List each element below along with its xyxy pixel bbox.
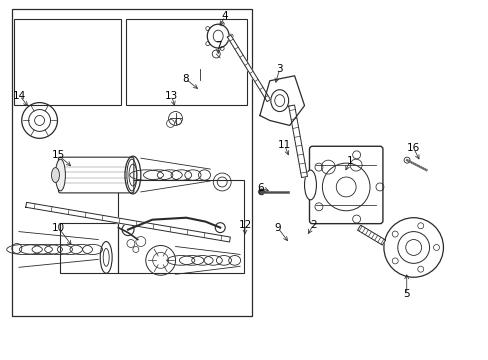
Text: 9: 9 bbox=[274, 222, 281, 233]
Text: 4: 4 bbox=[222, 11, 228, 21]
Text: 10: 10 bbox=[52, 222, 65, 233]
Polygon shape bbox=[357, 225, 385, 245]
Bar bbox=[12, 9, 251, 316]
Text: 5: 5 bbox=[403, 289, 409, 299]
Text: 7: 7 bbox=[214, 41, 221, 51]
Bar bbox=[118, 180, 244, 273]
Ellipse shape bbox=[51, 168, 60, 183]
FancyBboxPatch shape bbox=[59, 157, 134, 193]
Bar bbox=[125, 19, 246, 105]
Text: 6: 6 bbox=[257, 183, 264, 193]
Polygon shape bbox=[227, 35, 270, 102]
Text: 2: 2 bbox=[309, 220, 316, 230]
Text: 13: 13 bbox=[164, 91, 178, 101]
Text: 8: 8 bbox=[182, 74, 188, 84]
Circle shape bbox=[258, 189, 264, 195]
Text: 12: 12 bbox=[238, 220, 251, 230]
Text: 1: 1 bbox=[346, 156, 353, 166]
Text: 11: 11 bbox=[278, 140, 291, 150]
Polygon shape bbox=[26, 202, 230, 242]
Bar bbox=[60, 223, 118, 273]
Polygon shape bbox=[288, 105, 307, 177]
Text: 15: 15 bbox=[52, 150, 65, 160]
Text: 14: 14 bbox=[13, 91, 26, 101]
Bar bbox=[14, 19, 121, 105]
Ellipse shape bbox=[55, 159, 65, 191]
FancyBboxPatch shape bbox=[309, 146, 382, 224]
Text: 3: 3 bbox=[276, 64, 283, 74]
Text: 16: 16 bbox=[406, 143, 420, 153]
Ellipse shape bbox=[304, 170, 316, 200]
